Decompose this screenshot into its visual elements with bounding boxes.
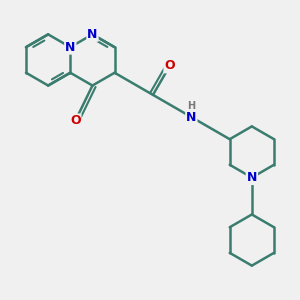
Text: N: N [186, 110, 196, 124]
Text: N: N [247, 171, 257, 184]
Text: H: H [187, 101, 195, 111]
Text: N: N [87, 28, 98, 41]
Text: N: N [65, 41, 76, 54]
Text: O: O [70, 115, 80, 128]
Text: O: O [164, 59, 175, 72]
